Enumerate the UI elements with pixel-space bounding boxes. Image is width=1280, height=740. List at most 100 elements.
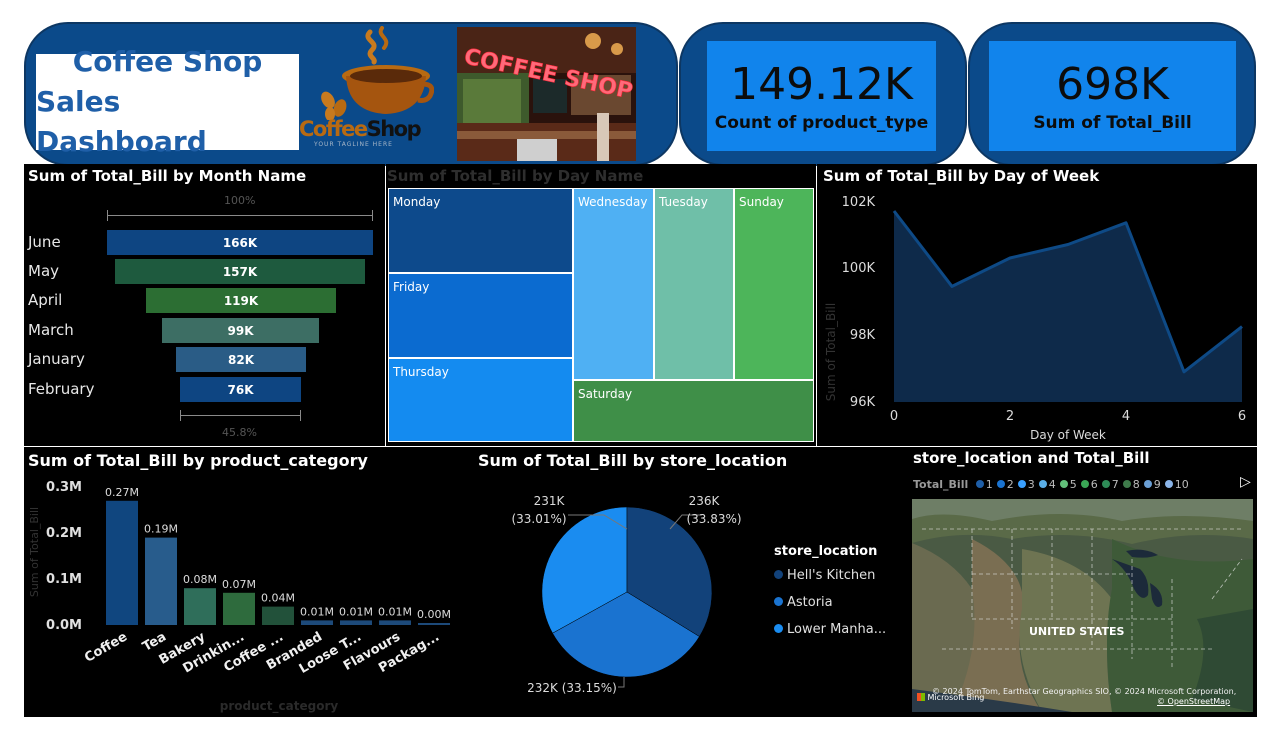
legend-dot-icon — [975, 480, 984, 488]
funnel-bar-march[interactable]: 99K — [162, 318, 319, 343]
legend-item-astoria[interactable]: Astoria — [774, 595, 833, 610]
treemap-cell-sunday[interactable]: Sunday — [734, 188, 814, 380]
pie-slice-1[interactable] — [552, 591, 700, 678]
map-legend-items: 1 2 3 4 5 6 7 8 9 10 — [972, 478, 1189, 491]
funnel-top-range-tick-right — [372, 210, 373, 221]
legend-label: 2 — [1006, 478, 1014, 491]
legend-label: 5 — [1069, 478, 1077, 491]
area-fill — [894, 211, 1242, 402]
funnel-bottom-range-line — [180, 415, 301, 416]
store-map[interactable]: UNITED STATES © 2024 TomTom, Earthstar G… — [912, 499, 1253, 712]
area-chart: Sum of Total_Bill 102K 100K 98K 96K 0 2 … — [824, 195, 1246, 442]
funnel-bar-april[interactable]: 119K — [146, 288, 336, 313]
y-tick: 0.2M — [46, 526, 82, 541]
legend-dot-icon — [1101, 480, 1110, 488]
legend-label: 7 — [1111, 478, 1119, 491]
bar-7[interactable] — [379, 620, 411, 625]
pie-slice-0[interactable] — [626, 506, 713, 637]
leader-line — [568, 514, 628, 530]
treemap-cell-tuesday[interactable]: Tuesday — [654, 188, 734, 380]
map-legend-item[interactable]: 9 — [1143, 478, 1161, 491]
map-legend-item[interactable]: 10 — [1164, 478, 1189, 491]
coffee-shop-photo: COFFEE SHOP — [457, 27, 636, 161]
funnel-top-range-line — [107, 215, 373, 216]
panel-title: Sum of Total_Bill by store_location — [478, 451, 788, 470]
legend-dot-icon — [774, 597, 783, 606]
y-tick: 98K — [850, 328, 876, 343]
map-legend-item[interactable]: 8 — [1122, 478, 1140, 491]
panel-title: Sum of Total_Bill by Day of Week — [823, 167, 1100, 185]
funnel-bar-january[interactable]: 82K — [176, 347, 306, 372]
map-legend-item[interactable]: 1 — [975, 478, 993, 491]
category-tick-label: Coffee — [82, 629, 130, 665]
bing-logo: Microsoft Bing — [917, 693, 984, 702]
x-axis-title: Day of Week — [1030, 428, 1106, 442]
pie-chart: 231K (33.01%) 236K (33.83%) 232K (33.15%… — [511, 494, 741, 695]
day-name-treemap-panel[interactable]: Sum of Total_Bill by Day Name Monday Fri… — [386, 164, 816, 446]
bar-0[interactable] — [106, 500, 138, 625]
treemap-cell-saturday[interactable]: Saturday — [573, 380, 814, 442]
bar-5[interactable] — [301, 620, 333, 625]
coffee-shop-interior-image: COFFEE SHOP — [457, 27, 636, 161]
panel-title: Sum of Total_Bill by product_category — [28, 451, 368, 470]
bar-2[interactable] — [184, 588, 216, 625]
funnel-top-range-tick-left — [107, 210, 108, 221]
legend-label: Hell's Kitchen — [787, 568, 876, 583]
bar-1[interactable] — [145, 537, 177, 625]
legend-dot-icon — [996, 480, 1005, 488]
y-axis-title: Sum of Total_Bill — [28, 507, 41, 597]
legend-label: 6 — [1090, 478, 1098, 491]
funnel-bar-june[interactable]: 166K — [107, 230, 373, 255]
map-country-label: UNITED STATES — [1029, 625, 1125, 638]
funnel-month-label: January — [28, 350, 85, 368]
osm-link[interactable]: © OpenStreetMap — [1157, 697, 1231, 706]
bar-4[interactable] — [262, 606, 294, 625]
funnel-bar-february[interactable]: 76K — [180, 377, 301, 402]
treemap-cell-thursday[interactable]: Thursday — [388, 358, 573, 442]
treemap-cell-friday[interactable]: Friday — [388, 273, 573, 358]
x-tick: 0 — [890, 409, 898, 424]
bar-data-label: 0.00M — [417, 608, 451, 621]
legend-item-hells-kitchen[interactable]: Hell's Kitchen — [774, 568, 875, 583]
logo-wordmark: CoffeeShop — [299, 117, 422, 141]
legend-next-arrow-icon[interactable]: ▷ — [1240, 474, 1251, 490]
map-legend-item[interactable]: 5 — [1059, 478, 1077, 491]
treemap-cell-monday[interactable]: Monday — [388, 188, 573, 273]
legend-title: store_location — [774, 544, 878, 559]
kpi-value: 149.12K — [730, 58, 913, 110]
product-category-bar-panel[interactable]: Sum of Total_Bill by product_category Su… — [24, 447, 472, 717]
map-legend-item[interactable]: 7 — [1101, 478, 1119, 491]
legend-dot-icon — [1038, 480, 1047, 488]
bar-data-label: 0.01M — [300, 605, 334, 618]
pie-label-pct: (33.83%) — [686, 512, 741, 526]
map-legend-item[interactable]: 3 — [1017, 478, 1035, 491]
map-legend-item[interactable]: 2 — [996, 478, 1014, 491]
bar-data-label: 0.04M — [261, 592, 295, 605]
map-legend-item[interactable]: 6 — [1080, 478, 1098, 491]
area-line[interactable] — [892, 210, 1243, 374]
month-funnel-panel[interactable]: Sum of Total_Bill by Month Name 100% Jun… — [24, 164, 385, 446]
pie-slice-2[interactable] — [541, 506, 628, 634]
bar-6[interactable] — [340, 620, 372, 625]
bar-data-label: 0.08M — [183, 573, 217, 586]
x-axis-title: product_category — [220, 699, 339, 714]
bar-data-label: 0.19M — [144, 523, 178, 536]
y-tick: 0.1M — [46, 572, 82, 587]
panel-title: store_location and Total_Bill — [913, 449, 1150, 467]
panel-title: Sum of Total_Bill by Day Name — [387, 167, 644, 185]
map-legend-item[interactable]: 4 — [1038, 478, 1056, 491]
panel-title: Sum of Total_Bill by Month Name — [28, 167, 307, 185]
funnel-bar-may[interactable]: 157K — [115, 259, 365, 284]
bar-3[interactable] — [223, 592, 255, 625]
legend-item-lower-manhattan[interactable]: Lower Manha... — [774, 622, 886, 637]
store-location-pie-panel[interactable]: Sum of Total_Bill by store_location 231K… — [472, 447, 910, 717]
legend-dot-icon — [1080, 480, 1089, 488]
bar-8[interactable] — [418, 623, 450, 625]
y-tick: 0.3M — [46, 480, 82, 495]
y-tick: 0.0M — [46, 618, 82, 633]
legend-label: 1 — [985, 478, 993, 491]
day-of-week-area-panel[interactable]: Sum of Total_Bill by Day of Week Sum of … — [817, 164, 1257, 446]
treemap-cell-wednesday[interactable]: Wednesday — [573, 188, 654, 380]
legend-label: 9 — [1153, 478, 1161, 491]
